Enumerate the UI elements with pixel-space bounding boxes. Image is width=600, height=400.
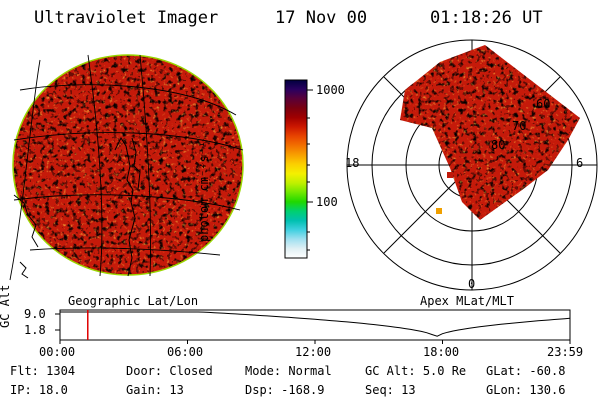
strip-ytick-9: 9.0 (24, 307, 46, 321)
info-flt: Flt: 1304 (10, 364, 76, 378)
globe-image (9, 54, 244, 281)
colorbar-tick-100: 100 (316, 195, 338, 209)
colorbar-unit-label: photon cm⁻²s⁻¹ (197, 140, 211, 242)
time-label: 01:18:26 UT (430, 8, 543, 28)
mlt-label-6: 6 (576, 156, 584, 170)
globe-graticule (9, 54, 244, 281)
strip-xtick-0000: 00:00 (39, 345, 76, 359)
mlat-label-80: 80 (491, 138, 506, 152)
strip-ylabel: GC Alt (0, 284, 12, 328)
colorbar (284, 79, 313, 259)
mlat-label-60: 60 (536, 97, 551, 111)
info-dsp: Dsp: -168.9 (245, 383, 325, 397)
info-mode: Mode: Normal (245, 364, 332, 378)
globe-coastline (13, 136, 141, 279)
info-ip: IP: 18.0 (10, 383, 68, 397)
mlat-label-70: 70 (512, 119, 527, 133)
strip-xtick-1800: 18:00 (423, 345, 460, 359)
strip-ticks (59, 340, 571, 344)
altitude-strip (55, 309, 571, 344)
globe-panel-label: Geographic Lat/Lon (68, 294, 199, 308)
polar-plot (346, 39, 598, 291)
info-seq: Seq: 13 (365, 383, 416, 397)
strip-xtick-0600: 06:00 (167, 345, 204, 359)
info-gain: Gain: 13 (126, 383, 184, 397)
polar-image (400, 45, 580, 220)
polar-panel-label: Apex MLat/MLT (420, 294, 514, 308)
info-glat: GLat: -60.8 (486, 364, 566, 378)
strip-xtick-1200: 12:00 (295, 345, 332, 359)
date-label: 17 Nov 00 (275, 8, 368, 28)
strip-ytick-1-8: 1.8 (24, 323, 46, 337)
colorbar-tick-1000: 1000 (316, 83, 345, 97)
altitude-curve (60, 311, 571, 337)
mlt-label-18: 18 (345, 156, 360, 170)
info-gc-alt: GC Alt: 5.0 Re (365, 364, 467, 378)
info-glon: GLon: 130.6 (486, 383, 566, 397)
info-door: Door: Closed (126, 364, 213, 378)
instrument-title: Ultraviolet Imager (34, 8, 219, 28)
strip-xtick-2359: 23:59 (547, 345, 584, 359)
mlt-label-0: 0 (468, 277, 476, 291)
